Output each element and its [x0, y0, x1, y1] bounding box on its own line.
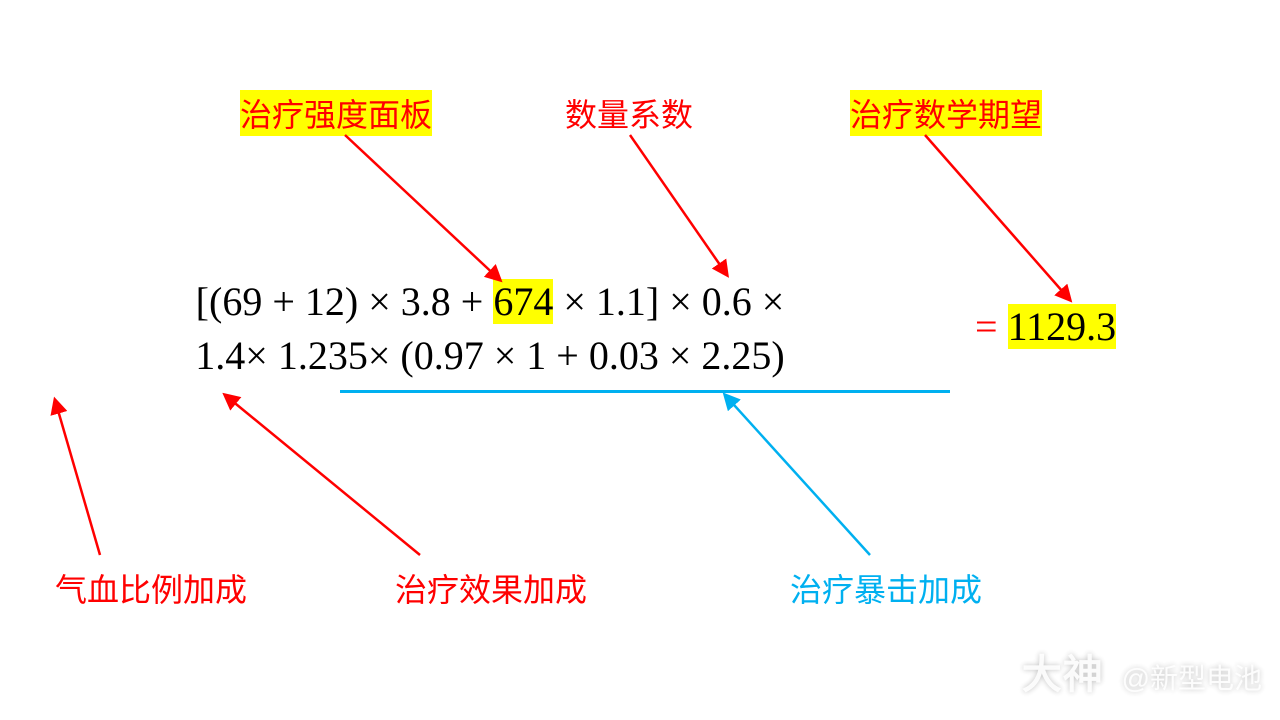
result-value: 1129.3	[1008, 304, 1117, 349]
watermark-user: @新型电池	[1122, 663, 1262, 694]
label-bottom-effect: 治疗效果加成	[395, 565, 587, 611]
label-top-quantity: 数量系数	[565, 90, 693, 136]
formula-result: = 1129.3	[975, 303, 1116, 350]
arrow	[225, 395, 420, 555]
label-top-intensity: 治疗强度面板	[240, 90, 432, 136]
label-top-expectation: 治疗数学期望	[850, 90, 1042, 136]
formula-line1-pre: [(69 + 12) × 3.8 +	[196, 279, 494, 324]
formula-line1: [(69 + 12) × 3.8 + 674 × 1.1] × 0.6 ×	[20, 275, 960, 329]
underline-crit	[340, 390, 950, 393]
arrow	[725, 395, 870, 555]
label-bottom-qixue: 气血比例加成	[55, 565, 247, 611]
watermark-brand: 大神	[1022, 653, 1104, 697]
arrow	[345, 135, 500, 280]
arrow	[55, 400, 100, 555]
watermark: 大神 @新型电池	[1022, 642, 1262, 700]
arrow	[630, 135, 727, 275]
formula-line2: 1.4× 1.235× (0.97 × 1 + 0.03 × 2.25)	[20, 329, 960, 383]
formula-block: [(69 + 12) × 3.8 + 674 × 1.1] × 0.6 × 1.…	[20, 275, 960, 383]
equals-sign: =	[975, 304, 1008, 349]
formula-line1-post: × 1.1] × 0.6 ×	[553, 279, 784, 324]
formula-line1-highlight: 674	[493, 279, 553, 324]
label-bottom-crit: 治疗暴击加成	[790, 565, 982, 611]
